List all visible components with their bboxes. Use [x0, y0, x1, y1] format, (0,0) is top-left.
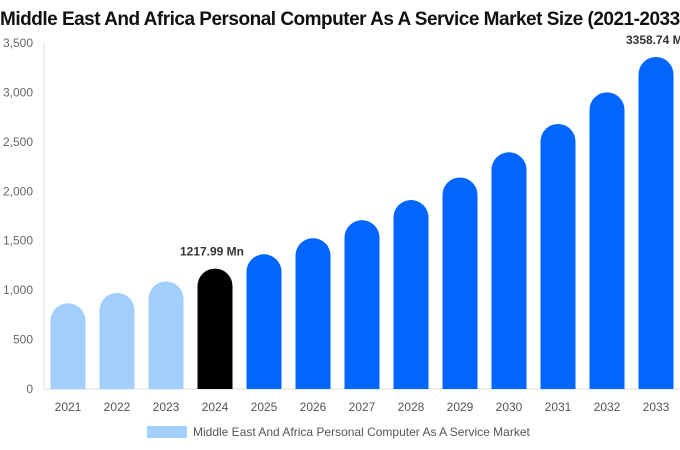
bar-2026 [295, 238, 331, 389]
y-tick-label: 3,000 [3, 85, 33, 99]
data-label: 1217.99 Mn [180, 245, 244, 259]
x-tick-label: 2023 [153, 400, 180, 414]
x-tick-label: 2033 [643, 400, 670, 414]
bar-2033 [638, 56, 674, 389]
y-tick-label: 0 [26, 382, 33, 396]
bar-2021 [50, 303, 86, 389]
bar-2031 [540, 123, 576, 390]
bar-2030 [491, 152, 527, 389]
x-tick-label: 2031 [545, 400, 572, 414]
y-tick-label: 1,500 [3, 234, 33, 248]
bar-2027 [344, 220, 380, 389]
x-tick-label: 2022 [104, 400, 131, 414]
x-tick-label: 2026 [300, 400, 327, 414]
x-tick-label: 2024 [202, 400, 229, 414]
bar-2025 [246, 254, 282, 389]
x-tick-label: 2029 [447, 400, 474, 414]
legend: Middle East And Africa Personal Computer… [147, 425, 530, 439]
legend-label: Middle East And Africa Personal Computer… [193, 425, 530, 439]
bar-2024 [197, 268, 233, 389]
legend-swatch [147, 426, 187, 438]
y-tick-label: 1,000 [3, 283, 33, 297]
x-tick-label: 2027 [349, 400, 376, 414]
bar-2022 [99, 292, 135, 389]
bar-2023 [148, 281, 184, 389]
x-tick-label: 2030 [496, 400, 523, 414]
y-tick-label: 2,000 [3, 184, 33, 198]
y-tick-label: 3,500 [3, 36, 33, 50]
x-tick-label: 2021 [55, 400, 82, 414]
bar-2029 [442, 177, 478, 389]
x-tick-label: 2028 [398, 400, 425, 414]
x-tick-label: 2032 [594, 400, 621, 414]
bar-2028 [393, 199, 429, 389]
chart-title: Middle East And Africa Personal Computer… [0, 9, 680, 30]
bar-2032 [589, 92, 625, 390]
y-tick-label: 500 [13, 333, 33, 347]
x-tick-label: 2025 [251, 400, 278, 414]
y-tick-label: 2,500 [3, 135, 33, 149]
data-label: 3358.74 Mn [626, 33, 680, 47]
